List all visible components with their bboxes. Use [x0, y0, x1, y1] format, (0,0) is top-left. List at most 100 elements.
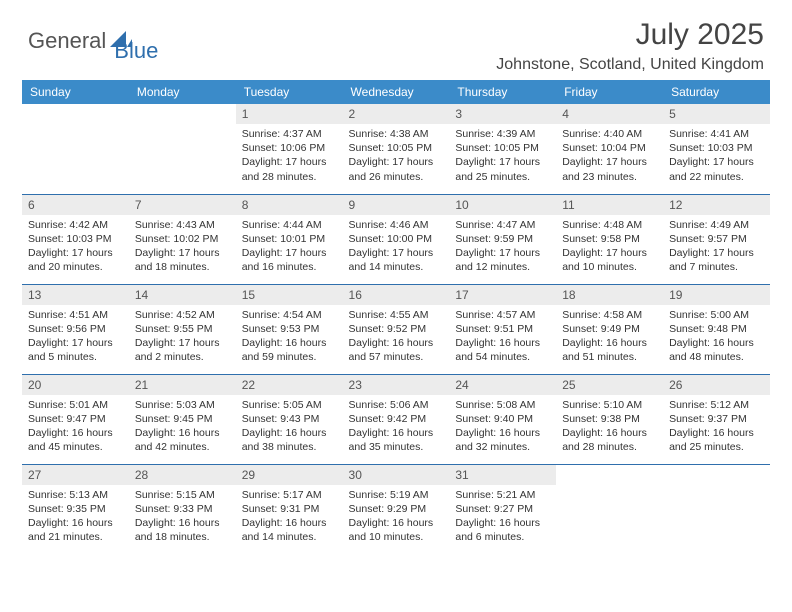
sunset-line: Sunset: 10:03 PM: [28, 232, 123, 246]
daylight-line: Daylight: 16 hours: [28, 426, 123, 440]
sunset-line: Sunset: 9:38 PM: [562, 412, 657, 426]
day-content: Sunrise: 4:41 AMSunset: 10:03 PMDaylight…: [663, 124, 770, 188]
calendar-cell: 1Sunrise: 4:37 AMSunset: 10:06 PMDayligh…: [236, 104, 343, 194]
daylight-line: and 38 minutes.: [242, 440, 337, 454]
month-title: July 2025: [496, 18, 764, 52]
calendar-cell: 9Sunrise: 4:46 AMSunset: 10:00 PMDayligh…: [343, 194, 450, 284]
calendar-cell: 6Sunrise: 4:42 AMSunset: 10:03 PMDayligh…: [22, 194, 129, 284]
day-content: Sunrise: 5:15 AMSunset: 9:33 PMDaylight:…: [129, 485, 236, 549]
calendar-cell: 29Sunrise: 5:17 AMSunset: 9:31 PMDayligh…: [236, 464, 343, 554]
daylight-line: Daylight: 16 hours: [349, 516, 444, 530]
daylight-line: and 42 minutes.: [135, 440, 230, 454]
sunrise-line: Sunrise: 5:01 AM: [28, 398, 123, 412]
day-number: 22: [236, 375, 343, 395]
daylight-line: Daylight: 17 hours: [669, 246, 764, 260]
calendar-cell: 5Sunrise: 4:41 AMSunset: 10:03 PMDayligh…: [663, 104, 770, 194]
day-content: Sunrise: 4:44 AMSunset: 10:01 PMDaylight…: [236, 215, 343, 279]
sunset-line: Sunset: 9:56 PM: [28, 322, 123, 336]
daylight-line: and 59 minutes.: [242, 350, 337, 364]
daylight-line: Daylight: 16 hours: [28, 516, 123, 530]
calendar-cell: [556, 464, 663, 554]
daylight-line: and 35 minutes.: [349, 440, 444, 454]
calendar-cell: 12Sunrise: 4:49 AMSunset: 9:57 PMDayligh…: [663, 194, 770, 284]
sunrise-line: Sunrise: 5:05 AM: [242, 398, 337, 412]
daylight-line: Daylight: 16 hours: [455, 516, 550, 530]
sunset-line: Sunset: 9:55 PM: [135, 322, 230, 336]
calendar-cell: 8Sunrise: 4:44 AMSunset: 10:01 PMDayligh…: [236, 194, 343, 284]
day-number: 10: [449, 195, 556, 215]
daylight-line: and 10 minutes.: [562, 260, 657, 274]
sunrise-line: Sunrise: 4:47 AM: [455, 218, 550, 232]
sunrise-line: Sunrise: 4:42 AM: [28, 218, 123, 232]
daylight-line: and 21 minutes.: [28, 530, 123, 544]
daylight-line: and 7 minutes.: [669, 260, 764, 274]
sunset-line: Sunset: 9:58 PM: [562, 232, 657, 246]
daylight-line: and 5 minutes.: [28, 350, 123, 364]
daylight-line: and 20 minutes.: [28, 260, 123, 274]
calendar-cell: 27Sunrise: 5:13 AMSunset: 9:35 PMDayligh…: [22, 464, 129, 554]
sunrise-line: Sunrise: 4:51 AM: [28, 308, 123, 322]
day-number: 17: [449, 285, 556, 305]
sunset-line: Sunset: 9:59 PM: [455, 232, 550, 246]
daylight-line: Daylight: 17 hours: [242, 155, 337, 169]
day-number: 25: [556, 375, 663, 395]
day-number: 5: [663, 104, 770, 124]
daylight-line: Daylight: 17 hours: [669, 155, 764, 169]
daylight-line: Daylight: 16 hours: [669, 426, 764, 440]
calendar-cell: 22Sunrise: 5:05 AMSunset: 9:43 PMDayligh…: [236, 374, 343, 464]
sunrise-line: Sunrise: 5:08 AM: [455, 398, 550, 412]
sunrise-line: Sunrise: 5:06 AM: [349, 398, 444, 412]
day-content: Sunrise: 4:46 AMSunset: 10:00 PMDaylight…: [343, 215, 450, 279]
daylight-line: and 2 minutes.: [135, 350, 230, 364]
day-content: Sunrise: 5:21 AMSunset: 9:27 PMDaylight:…: [449, 485, 556, 549]
day-number: 27: [22, 465, 129, 485]
daylight-line: and 51 minutes.: [562, 350, 657, 364]
sunset-line: Sunset: 9:37 PM: [669, 412, 764, 426]
calendar-cell: 14Sunrise: 4:52 AMSunset: 9:55 PMDayligh…: [129, 284, 236, 374]
calendar-row: 27Sunrise: 5:13 AMSunset: 9:35 PMDayligh…: [22, 464, 770, 554]
day-number: 26: [663, 375, 770, 395]
calendar-table: Sunday Monday Tuesday Wednesday Thursday…: [22, 80, 770, 554]
logo: General Blue: [28, 18, 158, 64]
sunrise-line: Sunrise: 4:37 AM: [242, 127, 337, 141]
day-content: Sunrise: 4:57 AMSunset: 9:51 PMDaylight:…: [449, 305, 556, 369]
title-block: July 2025 Johnstone, Scotland, United Ki…: [496, 18, 764, 74]
day-number: 1: [236, 104, 343, 124]
daylight-line: Daylight: 16 hours: [242, 516, 337, 530]
daylight-line: and 54 minutes.: [455, 350, 550, 364]
day-content: Sunrise: 5:03 AMSunset: 9:45 PMDaylight:…: [129, 395, 236, 459]
calendar-cell: 25Sunrise: 5:10 AMSunset: 9:38 PMDayligh…: [556, 374, 663, 464]
weekday-header: Saturday: [663, 80, 770, 104]
sunrise-line: Sunrise: 4:38 AM: [349, 127, 444, 141]
sunset-line: Sunset: 9:47 PM: [28, 412, 123, 426]
calendar-cell: 23Sunrise: 5:06 AMSunset: 9:42 PMDayligh…: [343, 374, 450, 464]
day-content: Sunrise: 4:52 AMSunset: 9:55 PMDaylight:…: [129, 305, 236, 369]
calendar-cell: 26Sunrise: 5:12 AMSunset: 9:37 PMDayligh…: [663, 374, 770, 464]
daylight-line: and 10 minutes.: [349, 530, 444, 544]
day-number: 12: [663, 195, 770, 215]
header: General Blue July 2025 Johnstone, Scotla…: [0, 0, 792, 80]
calendar-cell: 18Sunrise: 4:58 AMSunset: 9:49 PMDayligh…: [556, 284, 663, 374]
daylight-line: and 28 minutes.: [242, 170, 337, 184]
day-content: Sunrise: 5:12 AMSunset: 9:37 PMDaylight:…: [663, 395, 770, 459]
calendar-cell: 31Sunrise: 5:21 AMSunset: 9:27 PMDayligh…: [449, 464, 556, 554]
sunset-line: Sunset: 9:27 PM: [455, 502, 550, 516]
weekday-header-row: Sunday Monday Tuesday Wednesday Thursday…: [22, 80, 770, 104]
sunrise-line: Sunrise: 4:49 AM: [669, 218, 764, 232]
location-label: Johnstone, Scotland, United Kingdom: [496, 56, 764, 74]
daylight-line: Daylight: 16 hours: [135, 426, 230, 440]
daylight-line: Daylight: 16 hours: [135, 516, 230, 530]
day-number: 21: [129, 375, 236, 395]
day-content: Sunrise: 4:40 AMSunset: 10:04 PMDaylight…: [556, 124, 663, 188]
calendar-cell: 4Sunrise: 4:40 AMSunset: 10:04 PMDayligh…: [556, 104, 663, 194]
calendar-cell: [22, 104, 129, 194]
daylight-line: Daylight: 17 hours: [28, 246, 123, 260]
sunrise-line: Sunrise: 4:52 AM: [135, 308, 230, 322]
daylight-line: Daylight: 17 hours: [455, 155, 550, 169]
calendar-cell: 11Sunrise: 4:48 AMSunset: 9:58 PMDayligh…: [556, 194, 663, 284]
sunset-line: Sunset: 9:40 PM: [455, 412, 550, 426]
daylight-line: Daylight: 16 hours: [349, 336, 444, 350]
day-content: Sunrise: 4:43 AMSunset: 10:02 PMDaylight…: [129, 215, 236, 279]
sunset-line: Sunset: 10:04 PM: [562, 141, 657, 155]
sunset-line: Sunset: 9:31 PM: [242, 502, 337, 516]
